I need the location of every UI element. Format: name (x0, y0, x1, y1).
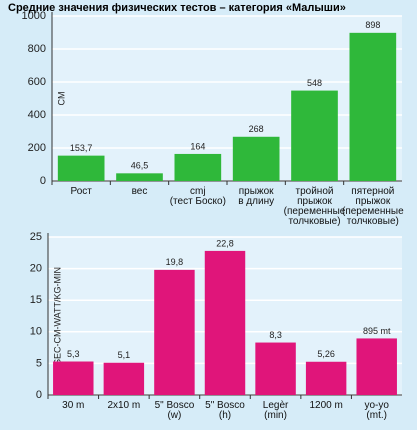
value-label: 5,26 (317, 349, 335, 359)
bar (356, 338, 397, 395)
x-tick-label: прыжок в длину (238, 186, 275, 207)
value-label: 548 (307, 78, 322, 88)
chart-title: Средние значения физических тестов – кат… (8, 2, 346, 14)
y-tick-label: 1000 (22, 10, 46, 22)
x-tick-label: 2x10 m (107, 400, 141, 411)
y-tick-label: 200 (28, 142, 46, 154)
value-label: 268 (249, 124, 264, 134)
value-label: 895 mt (363, 326, 391, 336)
y-tick-label: 5 (36, 357, 42, 369)
value-label: 8,3 (269, 330, 282, 340)
bar (116, 173, 163, 181)
x-tick-label: yo-yo (mt.) (364, 400, 389, 421)
y-tick-label: 10 (30, 326, 42, 338)
bar (57, 155, 105, 181)
value-label: 164 (190, 141, 205, 151)
bar (53, 361, 94, 395)
bar (305, 361, 347, 395)
bar (174, 153, 222, 181)
value-label: 5,3 (67, 349, 80, 359)
y-tick-label: 0 (36, 389, 42, 401)
bar (154, 269, 195, 395)
x-tick-label: 5" Bosco (h) (205, 400, 245, 421)
y-tick-label: 600 (28, 76, 46, 88)
y-tick-label: 0 (40, 175, 46, 187)
x-tick-label: пятерной прыжок (переменные толчковые) (341, 186, 404, 227)
value-label: 19,8 (166, 257, 184, 267)
x-tick-label: Рост (70, 186, 92, 197)
x-tick-label: Legèr (min) (262, 400, 289, 421)
y-tick-label: 25 (30, 231, 42, 243)
y-tick-label: 15 (30, 294, 42, 306)
bar (349, 32, 397, 181)
y-tick-label: 20 (30, 263, 42, 275)
y-axis-label: SEC-CM-WATT/KG-MIN (52, 267, 62, 365)
bar (103, 362, 145, 395)
y-axis-label: CM (56, 92, 66, 106)
y-tick-label: 400 (28, 109, 46, 121)
value-label: 153,7 (70, 143, 93, 153)
value-label: 46,5 (131, 161, 149, 171)
bar (291, 90, 338, 181)
x-tick-label: 1200 m (309, 400, 343, 411)
x-tick-label: 30 m (62, 400, 85, 411)
plot-area (52, 16, 402, 181)
value-label: 898 (365, 20, 380, 30)
value-label: 5,1 (118, 350, 131, 360)
bar (232, 136, 280, 181)
x-tick-label: cmj (тест Боско) (169, 186, 226, 207)
bar (255, 342, 296, 395)
x-tick-label: 5" Bosco (w) (154, 400, 195, 421)
y-tick-label: 800 (28, 43, 46, 55)
x-tick-label: вес (131, 186, 148, 197)
bar (204, 250, 246, 395)
x-tick-label: тройной прыжок (переменные толчковые) (283, 186, 346, 227)
value-label: 22,8 (216, 238, 234, 248)
